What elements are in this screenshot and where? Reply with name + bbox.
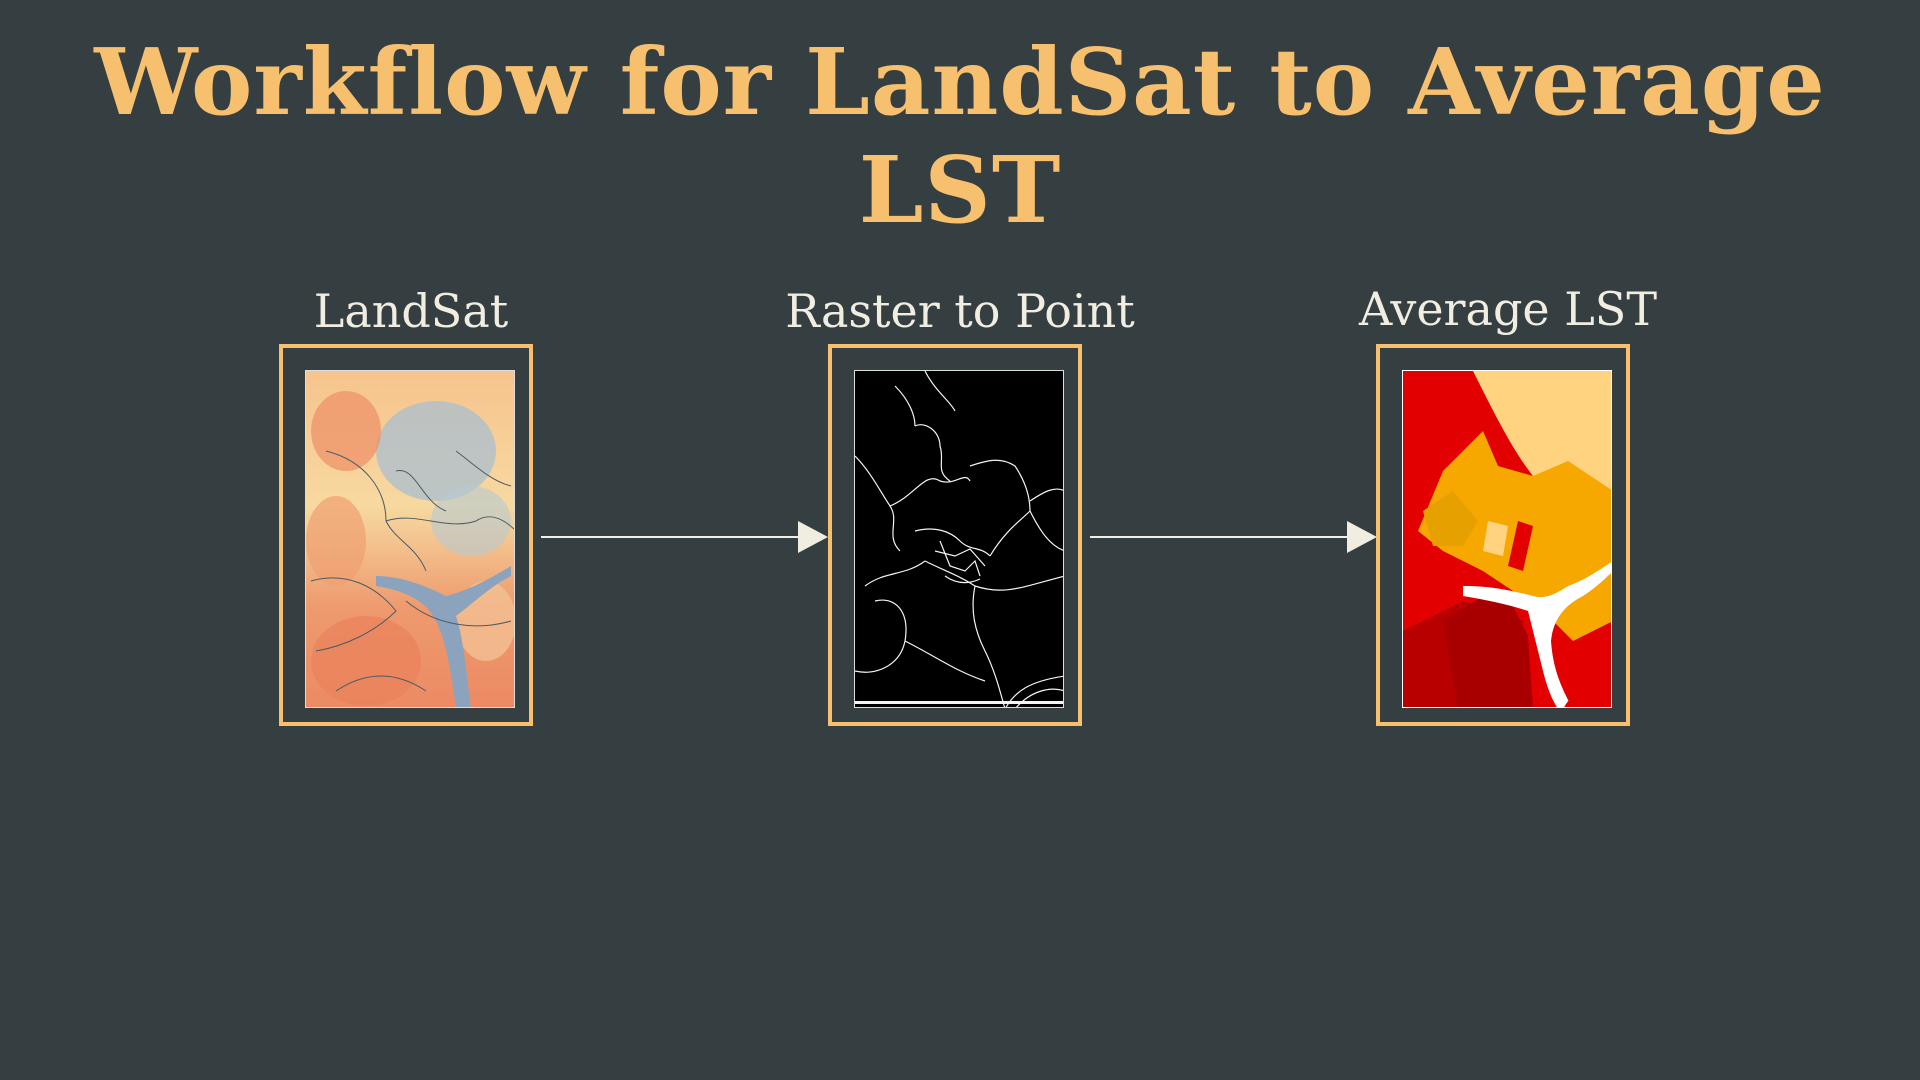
step-frame-landsat xyxy=(279,344,533,726)
arrow-right-icon xyxy=(541,521,828,553)
step-label-average-lst: Average LST xyxy=(1358,282,1657,336)
average-lst-map-thumbnail xyxy=(1402,370,1612,708)
step-frame-raster-to-point xyxy=(828,344,1082,726)
landsat-map-thumbnail xyxy=(305,370,515,708)
slide-title: Workflow for LandSat to Average LST xyxy=(94,28,1826,244)
arrow-right-icon xyxy=(1090,521,1377,553)
boundary-map-thumbnail xyxy=(854,370,1064,708)
step-label-landsat: LandSat xyxy=(313,284,509,338)
step-frame-average-lst xyxy=(1376,344,1630,726)
step-label-raster-to-point: Raster to Point xyxy=(785,284,1135,338)
